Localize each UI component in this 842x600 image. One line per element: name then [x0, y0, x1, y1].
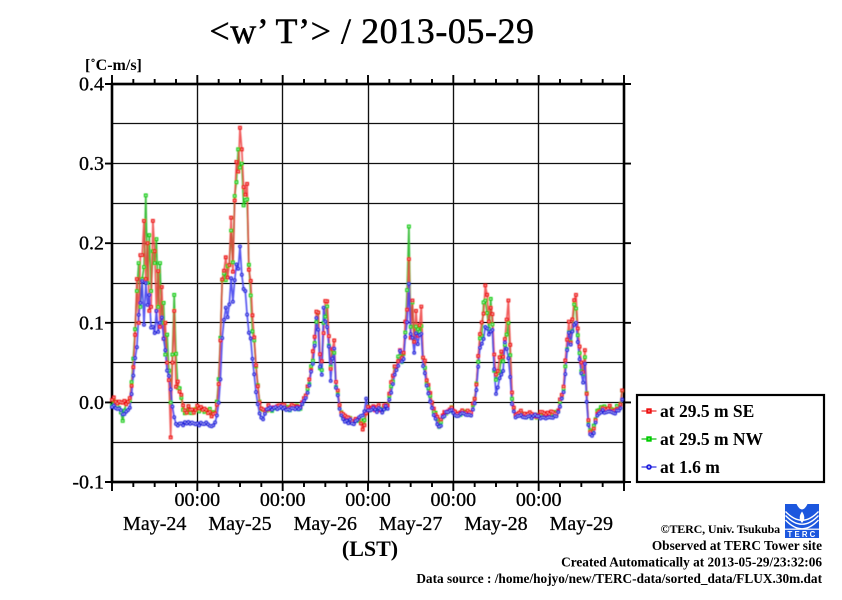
svg-text:May-24: May-24	[123, 513, 186, 535]
svg-text:Created Automatically at 2013-: Created Automatically at 2013-05-29/23:3…	[561, 555, 822, 570]
svg-text:00:00: 00:00	[175, 489, 221, 511]
svg-text:0.4: 0.4	[79, 74, 104, 96]
svg-text:at 29.5 m SE: at 29.5 m SE	[660, 401, 754, 421]
svg-text:0.0: 0.0	[79, 392, 104, 414]
svg-text:00:00: 00:00	[516, 489, 562, 511]
svg-text:©TERC, Univ. Tsukuba: ©TERC, Univ. Tsukuba	[661, 522, 781, 536]
svg-text:0.1: 0.1	[79, 312, 104, 334]
svg-text:Observed at TERC Tower site: Observed at TERC Tower site	[652, 538, 822, 553]
svg-text:TERC: TERC	[787, 530, 817, 539]
svg-text:Data source : /home/hojyo/new/: Data source : /home/hojyo/new/TERC-data/…	[416, 571, 822, 586]
svg-text:May-28: May-28	[464, 513, 527, 535]
svg-text:May-27: May-27	[379, 513, 442, 535]
svg-text:<w’ T’> / 2013-05-29: <w’ T’> / 2013-05-29	[209, 11, 534, 51]
svg-text:May-25: May-25	[208, 513, 271, 535]
svg-text:(LST): (LST)	[342, 536, 398, 561]
svg-text:at 1.6 m: at 1.6 m	[660, 457, 720, 477]
svg-text:00:00: 00:00	[345, 489, 391, 511]
svg-text:00:00: 00:00	[431, 489, 477, 511]
svg-text:0.2: 0.2	[79, 233, 104, 255]
svg-text:May-29: May-29	[550, 513, 613, 535]
svg-text:-0.1: -0.1	[72, 472, 104, 494]
svg-text:[˚C-m/s]: [˚C-m/s]	[85, 57, 142, 74]
svg-text:00:00: 00:00	[260, 489, 306, 511]
svg-text:0.3: 0.3	[79, 153, 104, 175]
svg-text:May-26: May-26	[294, 513, 357, 535]
svg-text:at 29.5 m NW: at 29.5 m NW	[660, 429, 764, 449]
